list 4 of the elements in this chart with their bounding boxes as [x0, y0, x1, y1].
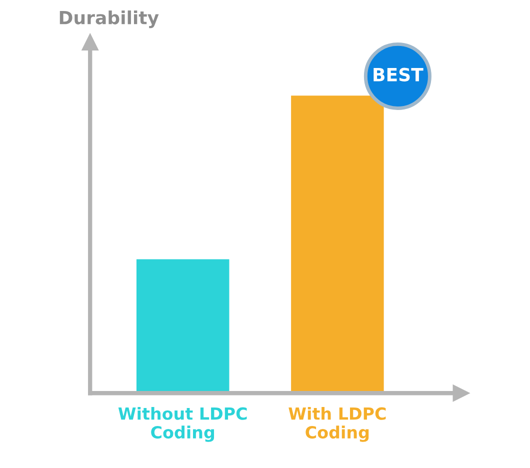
x-tick-label: Without LDPC Coding	[118, 407, 247, 442]
text: BEST	[374, 68, 424, 82]
y-axis-title: Durability	[60, 10, 159, 28]
x-tick-label: With LDPC Coding	[288, 407, 386, 442]
